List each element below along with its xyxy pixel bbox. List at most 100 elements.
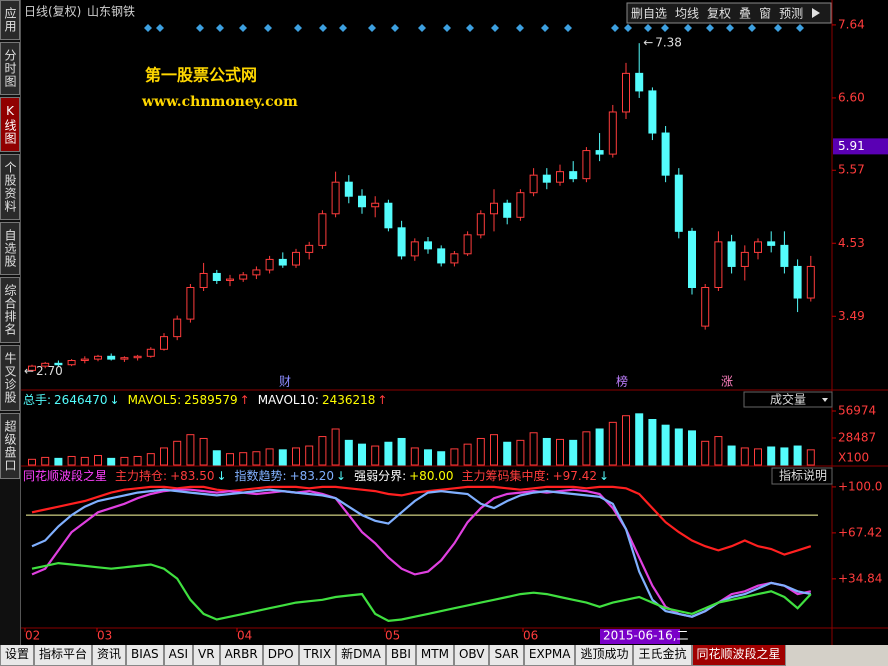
volume-bar bbox=[529, 432, 538, 466]
indicator-tab[interactable]: EXPMA bbox=[523, 645, 576, 666]
indicator-tab[interactable]: 指标平台 bbox=[34, 645, 93, 666]
volume-bar bbox=[212, 450, 221, 466]
side-tab[interactable]: 超级盘口 bbox=[0, 413, 20, 479]
volume-bar bbox=[80, 456, 89, 466]
candle-body bbox=[186, 286, 195, 320]
indicator-tab[interactable]: BBI bbox=[385, 645, 416, 666]
side-tab[interactable]: 个股资料 bbox=[0, 154, 20, 220]
help-button[interactable] bbox=[771, 467, 833, 485]
indicator-tab[interactable]: VR bbox=[193, 645, 220, 666]
volume-bar bbox=[569, 439, 578, 466]
side-tab[interactable]: 分时图 bbox=[0, 42, 20, 95]
indicator-tab[interactable]: 王氏金抗 bbox=[633, 645, 692, 666]
volume-bar bbox=[714, 436, 723, 466]
volume-bar bbox=[331, 428, 340, 466]
header-label: 主力持仓: bbox=[115, 468, 167, 483]
indicator-tab[interactable]: 逃顶成功 bbox=[575, 645, 634, 666]
y-tick-label: +34.84 bbox=[838, 571, 882, 585]
candle-body bbox=[120, 357, 129, 360]
toolbar-button[interactable]: 窗 bbox=[759, 7, 771, 21]
candle-body bbox=[212, 272, 221, 281]
candle-body bbox=[160, 336, 168, 350]
candle-body bbox=[450, 253, 459, 264]
volume-bar bbox=[318, 436, 327, 466]
candle-body bbox=[476, 213, 485, 236]
candle-body bbox=[344, 181, 353, 197]
side-tab[interactable]: 牛叉诊股 bbox=[0, 345, 20, 411]
toolbar-button[interactable]: 预测 bbox=[779, 7, 803, 21]
signal-diamond bbox=[156, 24, 164, 32]
volume-bar bbox=[54, 457, 63, 466]
side-tab[interactable]: 应用 bbox=[0, 0, 20, 40]
toolbar-button[interactable]: 删自选 bbox=[631, 7, 667, 21]
indicator-tab[interactable]: BIAS bbox=[126, 645, 164, 666]
header-arrow: ↑ bbox=[377, 393, 387, 407]
side-tab[interactable]: 综合排名 bbox=[0, 277, 20, 343]
candle-body bbox=[318, 213, 327, 246]
volume-bar bbox=[542, 437, 551, 466]
date-label: 03 bbox=[97, 629, 112, 643]
side-tab[interactable]: K线图 bbox=[0, 97, 20, 152]
candle-body bbox=[595, 150, 604, 155]
volume-bar bbox=[28, 458, 36, 466]
volume-bar bbox=[146, 453, 155, 466]
signal-diamond bbox=[196, 24, 204, 32]
indicator-tab[interactable]: MTM bbox=[415, 645, 454, 666]
signal-diamond bbox=[516, 24, 524, 32]
event-marker: 榜 bbox=[616, 374, 628, 389]
toolbar-button[interactable]: 复权 bbox=[707, 7, 731, 21]
candle-body bbox=[569, 171, 578, 180]
indicator-tab[interactable]: OBV bbox=[453, 645, 490, 666]
y-tick-label: 56974 bbox=[838, 403, 876, 417]
candle-body bbox=[41, 362, 50, 367]
toolbar-button[interactable]: 叠 bbox=[739, 7, 751, 21]
indicator-tab[interactable]: ARBR bbox=[219, 645, 263, 666]
volume-selector[interactable] bbox=[743, 391, 833, 408]
indicator-tab[interactable]: DPO bbox=[262, 645, 299, 666]
signal-diamond bbox=[644, 24, 652, 32]
y-tick-label: 3.49 bbox=[838, 309, 865, 323]
volume-bar bbox=[67, 455, 76, 466]
candle-body bbox=[226, 278, 234, 281]
candle-body bbox=[503, 202, 512, 218]
indicator-tab[interactable]: SAR bbox=[489, 645, 524, 666]
signal-diamond bbox=[748, 24, 756, 32]
volume-bar bbox=[595, 428, 604, 466]
candle-body bbox=[542, 174, 551, 183]
indicator-tab[interactable]: 资讯 bbox=[92, 645, 127, 666]
high-label: 7.38 bbox=[655, 36, 682, 50]
signal-diamond bbox=[339, 24, 347, 32]
candle-body bbox=[806, 265, 815, 299]
low-label: 2.70 bbox=[36, 364, 63, 378]
candle-body bbox=[146, 348, 155, 357]
signal-diamond bbox=[624, 24, 632, 32]
volume-selector-label: 成交量 bbox=[770, 392, 806, 407]
indicator-line bbox=[31, 485, 812, 556]
indicator-tab[interactable]: 新DMA bbox=[336, 645, 386, 666]
signal-diamond bbox=[684, 24, 692, 32]
candle-body bbox=[463, 234, 472, 255]
candle-body bbox=[714, 241, 723, 288]
current-price: 5.91 bbox=[838, 139, 865, 153]
side-tab[interactable]: 自选股 bbox=[0, 222, 20, 275]
volume-bar bbox=[688, 430, 696, 466]
indicator-line bbox=[31, 561, 812, 623]
volume-bar bbox=[384, 441, 393, 466]
toolbar-button[interactable]: 均线 bbox=[675, 7, 699, 21]
volume-bar bbox=[160, 447, 168, 466]
indicator-tab[interactable]: TRIX bbox=[298, 645, 337, 666]
cursor-date-box bbox=[600, 629, 680, 644]
indicator-tab[interactable]: 同花顺波段之星 bbox=[691, 645, 786, 666]
header-value: 2436218 bbox=[322, 393, 375, 407]
indicator-tab[interactable]: 设置 bbox=[0, 645, 35, 666]
volume-bar bbox=[727, 445, 736, 466]
signal-diamond bbox=[466, 24, 474, 32]
volume-bar bbox=[608, 421, 617, 466]
period-label: 日线(复权) bbox=[24, 5, 81, 19]
signal-diamond bbox=[661, 24, 669, 32]
sidebar: 应用 分时图 K线图 个股资料 自选股 综合排名 牛叉诊股 超级盘口 bbox=[0, 0, 21, 645]
candle-body bbox=[608, 111, 617, 155]
watermark: 第一股票公式网 bbox=[145, 66, 257, 85]
toolbar bbox=[626, 2, 832, 24]
indicator-tab[interactable]: ASI bbox=[163, 645, 194, 666]
